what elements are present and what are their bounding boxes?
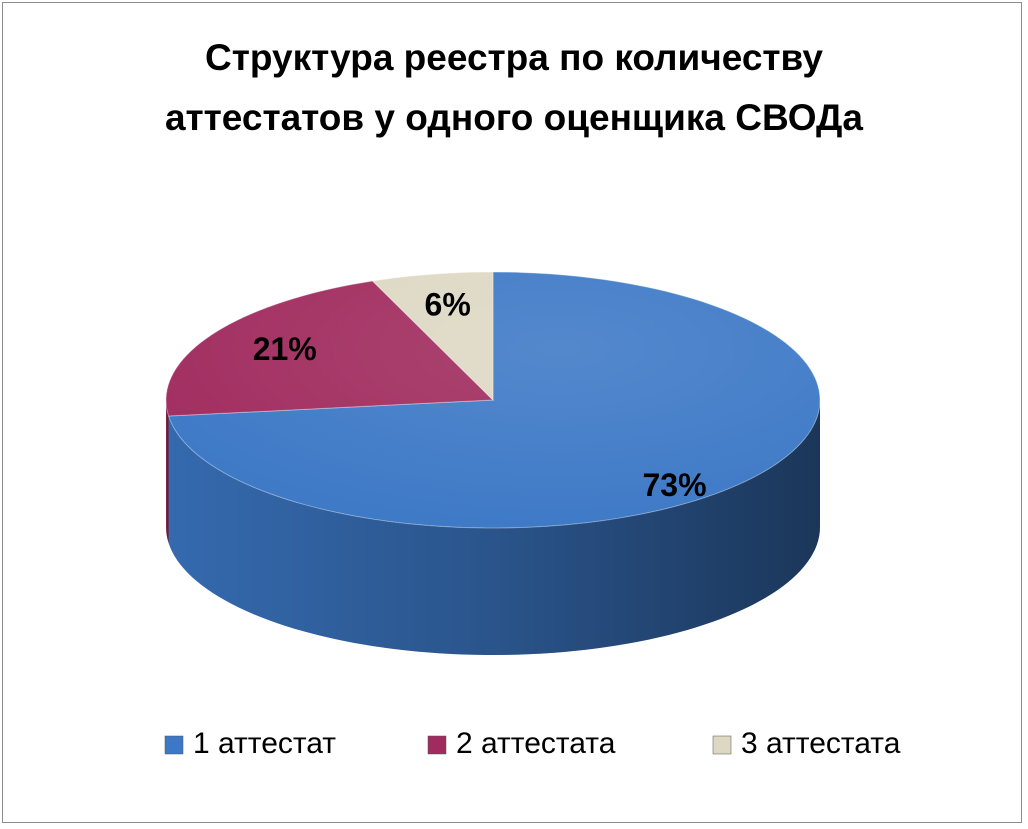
data-label: 73% [642,467,706,503]
legend-label: 2 аттестата [456,727,616,760]
data-label: 6% [425,286,471,322]
legend-label: 3 аттестата [741,727,901,760]
pie-side-shade [166,400,169,544]
pie-side-shade [168,400,820,655]
pie-gloss [166,272,820,528]
legend-label: 1 аттестат [193,727,336,760]
legend-swatch [712,735,732,755]
chart-title: Структура реестра по количеству аттестат… [164,37,863,138]
data-label: 21% [253,331,317,367]
legend-swatch [427,735,447,755]
legend-swatch [164,735,184,755]
